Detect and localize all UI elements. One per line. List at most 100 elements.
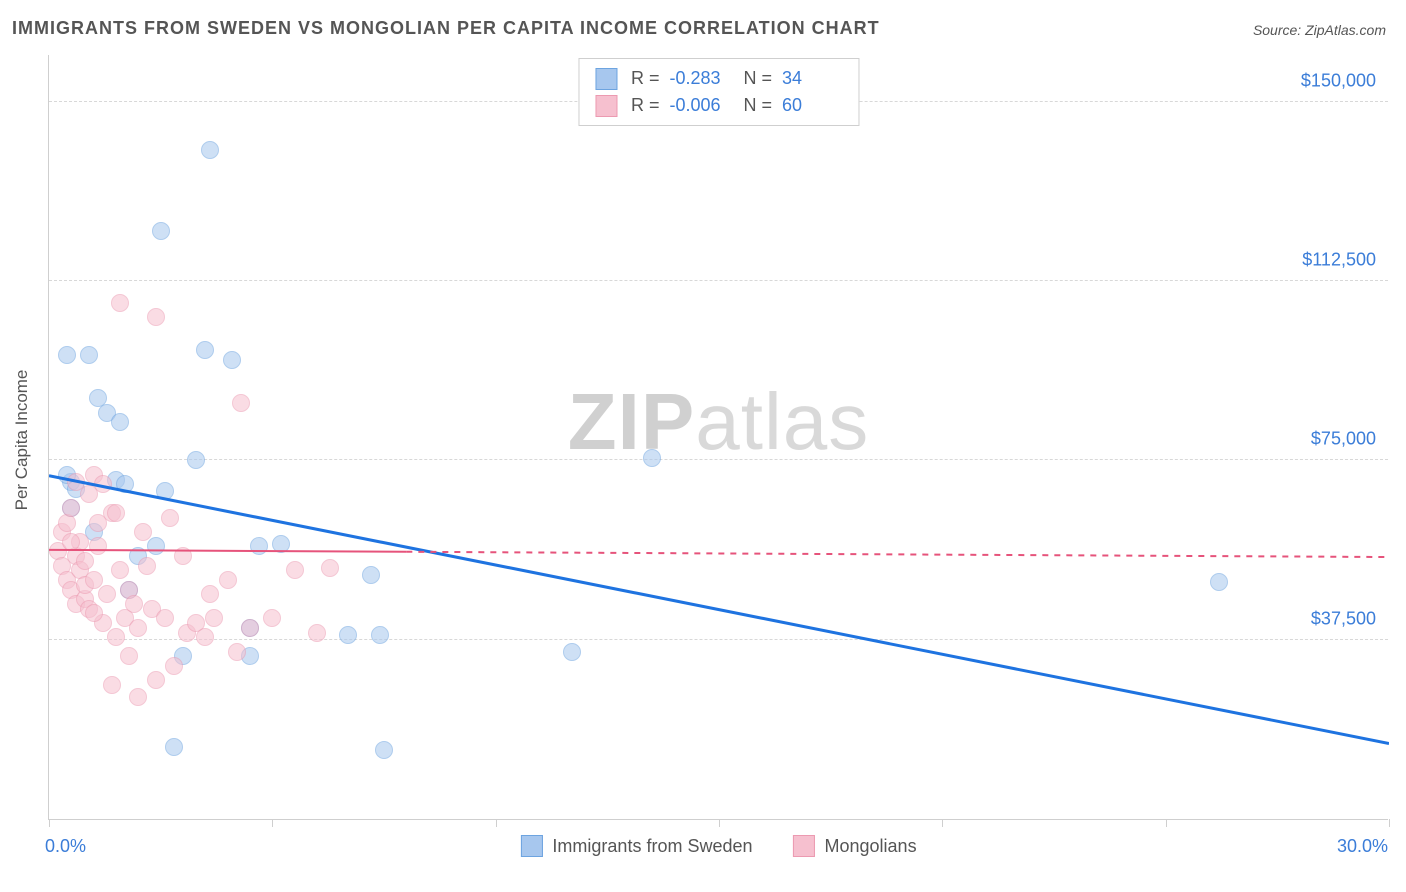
stat-value-r: -0.283 — [670, 65, 730, 92]
scatter-point — [223, 351, 241, 369]
y-axis-label: Per Capita Income — [12, 370, 32, 511]
gridline — [49, 280, 1388, 281]
scatter-point — [58, 346, 76, 364]
scatter-point — [165, 657, 183, 675]
stats-row: R = -0.006 N = 60 — [595, 92, 842, 119]
scatter-point — [362, 566, 380, 584]
legend-bottom: Immigrants from Sweden Mongolians — [520, 835, 916, 857]
scatter-point — [111, 294, 129, 312]
scatter-point — [89, 537, 107, 555]
scatter-point — [80, 346, 98, 364]
source-attribution: Source: ZipAtlas.com — [1253, 22, 1386, 38]
trend-lines — [49, 55, 1389, 820]
stat-value-n: 34 — [782, 65, 842, 92]
scatter-point — [85, 571, 103, 589]
x-tick-label: 30.0% — [1337, 836, 1388, 857]
scatter-point — [120, 647, 138, 665]
scatter-point — [156, 482, 174, 500]
scatter-point — [152, 222, 170, 240]
legend-label: Immigrants from Sweden — [552, 836, 752, 857]
scatter-point — [308, 624, 326, 642]
legend-swatch — [595, 68, 617, 90]
scatter-point — [147, 671, 165, 689]
legend-swatch — [793, 835, 815, 857]
y-tick-label: $75,000 — [1311, 429, 1376, 450]
scatter-point — [232, 394, 250, 412]
x-tick-label: 0.0% — [45, 836, 86, 857]
scatter-point — [321, 559, 339, 577]
scatter-point — [219, 571, 237, 589]
scatter-point — [196, 341, 214, 359]
chart-container: IMMIGRANTS FROM SWEDEN VS MONGOLIAN PER … — [0, 0, 1406, 892]
scatter-point — [129, 688, 147, 706]
scatter-point — [187, 451, 205, 469]
scatter-point — [241, 619, 259, 637]
scatter-point — [165, 738, 183, 756]
scatter-point — [196, 628, 214, 646]
x-tick — [272, 819, 273, 827]
scatter-point — [339, 626, 357, 644]
scatter-point — [111, 413, 129, 431]
scatter-point — [138, 557, 156, 575]
scatter-point — [643, 449, 661, 467]
scatter-point — [371, 626, 389, 644]
scatter-point — [129, 619, 147, 637]
scatter-point — [205, 609, 223, 627]
legend-label: Mongolians — [825, 836, 917, 857]
x-tick — [496, 819, 497, 827]
stats-row: R = -0.283 N = 34 — [595, 65, 842, 92]
watermark: ZIPatlas — [568, 376, 869, 468]
x-tick — [1166, 819, 1167, 827]
legend-item: Immigrants from Sweden — [520, 835, 752, 857]
scatter-point — [263, 609, 281, 627]
scatter-point — [286, 561, 304, 579]
x-tick — [49, 819, 50, 827]
scatter-point — [375, 741, 393, 759]
stat-label-n: N = — [744, 92, 773, 119]
y-tick-label: $112,500 — [1302, 250, 1376, 271]
scatter-point — [98, 585, 116, 603]
scatter-point — [228, 643, 246, 661]
scatter-point — [156, 609, 174, 627]
scatter-point — [563, 643, 581, 661]
scatter-point — [201, 141, 219, 159]
chart-title: IMMIGRANTS FROM SWEDEN VS MONGOLIAN PER … — [12, 18, 880, 39]
scatter-point — [161, 509, 179, 527]
scatter-point — [201, 585, 219, 603]
gridline — [49, 639, 1388, 640]
watermark-rest: atlas — [695, 377, 869, 466]
scatter-point — [147, 537, 165, 555]
legend-item: Mongolians — [793, 835, 917, 857]
stat-label-r: R = — [631, 92, 660, 119]
stat-value-n: 60 — [782, 92, 842, 119]
x-tick — [942, 819, 943, 827]
scatter-point — [107, 628, 125, 646]
watermark-bold: ZIP — [568, 377, 695, 466]
y-tick-label: $37,500 — [1311, 608, 1376, 629]
scatter-point — [85, 604, 103, 622]
scatter-point — [103, 676, 121, 694]
scatter-point — [125, 595, 143, 613]
stat-label-n: N = — [744, 65, 773, 92]
scatter-point — [62, 499, 80, 517]
stat-label-r: R = — [631, 65, 660, 92]
x-tick — [719, 819, 720, 827]
stat-value-r: -0.006 — [670, 92, 730, 119]
stats-legend: R = -0.283 N = 34 R = -0.006 N = 60 — [578, 58, 859, 126]
scatter-point — [250, 537, 268, 555]
plot-area: ZIPatlas $37,500$75,000$112,500$150,0000… — [48, 55, 1388, 820]
y-tick-label: $150,000 — [1301, 70, 1376, 91]
scatter-point — [62, 533, 80, 551]
x-tick — [1389, 819, 1390, 827]
scatter-point — [147, 308, 165, 326]
legend-swatch — [595, 95, 617, 117]
scatter-point — [111, 561, 129, 579]
scatter-point — [76, 552, 94, 570]
scatter-point — [134, 523, 152, 541]
scatter-point — [94, 475, 112, 493]
scatter-point — [174, 547, 192, 565]
gridline — [49, 459, 1388, 460]
scatter-point — [272, 535, 290, 553]
scatter-point — [116, 475, 134, 493]
legend-swatch — [520, 835, 542, 857]
